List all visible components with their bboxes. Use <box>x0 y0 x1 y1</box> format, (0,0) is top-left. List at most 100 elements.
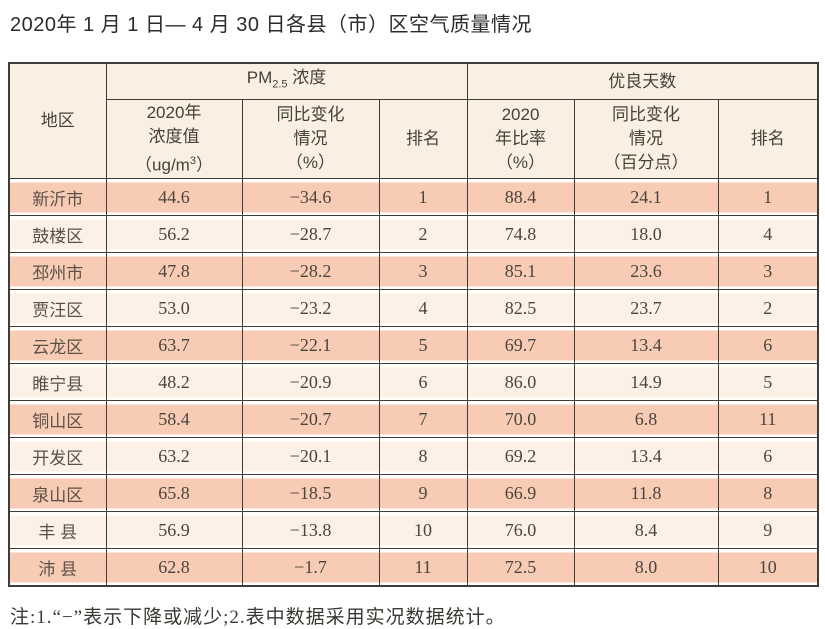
cell-good_rank: 2 <box>717 289 819 327</box>
cell-good_rank: 10 <box>717 548 819 587</box>
cell-pm_change: −28.2 <box>241 252 380 290</box>
cell-pm_rank: 6 <box>378 363 468 401</box>
cell-pm_value: 58.4 <box>105 400 243 438</box>
cell-good_change: 6.8 <box>573 400 719 438</box>
cell-good_rank: 6 <box>717 326 819 364</box>
table-row: 云龙区 63.7 −22.1 5 69.7 13.4 6 <box>8 326 819 364</box>
cell-good_change: 8.0 <box>573 548 719 587</box>
cell-pm_rank: 4 <box>378 289 468 327</box>
cell-region: 开发区 <box>8 437 107 475</box>
cell-region: 邳州市 <box>8 252 107 290</box>
cell-good_ratio: 69.7 <box>466 326 575 364</box>
cell-pm_change: −20.1 <box>241 437 380 475</box>
cell-good_change: 24.1 <box>573 178 719 216</box>
cell-good_rank: 11 <box>717 400 819 438</box>
cell-pm_change: −13.8 <box>241 511 380 549</box>
cell-pm_value: 62.8 <box>105 548 243 587</box>
cell-pm_value: 56.9 <box>105 511 243 549</box>
table-row: 泉山区 65.8 −18.5 9 66.9 11.8 8 <box>8 474 819 512</box>
cell-region: 铜山区 <box>8 400 107 438</box>
cell-pm_value: 63.2 <box>105 437 243 475</box>
table-row: 新沂市 44.6 −34.6 1 88.4 24.1 1 <box>8 178 819 216</box>
cell-good_rank: 9 <box>717 511 819 549</box>
cell-good_ratio: 74.8 <box>466 215 575 253</box>
header-good-ratio: 2020 年比率 （%） <box>466 99 575 179</box>
cell-region: 泉山区 <box>8 474 107 512</box>
cell-good_change: 8.4 <box>573 511 719 549</box>
header-group-row: 地区 PM2.5 浓度 优良天数 <box>8 62 819 179</box>
cell-pm_rank: 1 <box>378 178 468 216</box>
cell-pm_rank: 7 <box>378 400 468 438</box>
cell-region: 睢宁县 <box>8 363 107 401</box>
cell-pm_value: 44.6 <box>105 178 243 216</box>
cell-good_rank: 8 <box>717 474 819 512</box>
cell-good_ratio: 66.9 <box>466 474 575 512</box>
cell-region: 贾汪区 <box>8 289 107 327</box>
cell-pm_change: −18.5 <box>241 474 380 512</box>
header-sub-row: 2020年 浓度值 （ug/m3） 同比变化 情况 （%） 排名 2020 年比… <box>9 99 819 179</box>
cell-good_change: 13.4 <box>573 326 719 364</box>
cell-pm_rank: 2 <box>378 215 468 253</box>
cell-good_change: 14.9 <box>573 363 719 401</box>
page-title: 2020年 1 月 1 日— 4 月 30 日各县（市）区空气质量情况 <box>10 14 533 36</box>
cell-pm_rank: 9 <box>378 474 468 512</box>
cell-pm_rank: 8 <box>378 437 468 475</box>
cubic-superscript: 3 <box>189 154 196 167</box>
cell-good_ratio: 88.4 <box>466 178 575 216</box>
cell-pm_rank: 5 <box>378 326 468 364</box>
table-row: 沛 县 62.8 −1.7 11 72.5 8.0 10 <box>8 548 819 587</box>
cell-pm_value: 53.0 <box>105 289 243 327</box>
table-row: 睢宁县 48.2 −20.9 6 86.0 14.9 5 <box>8 363 819 401</box>
header-good-change: 同比变化 情况 （百分点） <box>573 99 719 179</box>
cell-pm_rank: 10 <box>378 511 468 549</box>
cell-pm_change: −28.7 <box>241 215 380 253</box>
cell-good_rank: 3 <box>717 252 819 290</box>
cell-pm_change: −20.7 <box>241 400 380 438</box>
cell-region: 新沂市 <box>8 178 107 216</box>
cell-pm_change: −23.2 <box>241 289 380 327</box>
cell-good_change: 13.4 <box>573 437 719 475</box>
cell-good_ratio: 85.1 <box>466 252 575 290</box>
cell-pm_value: 47.8 <box>105 252 243 290</box>
cell-pm_rank: 3 <box>378 252 468 290</box>
table-row: 铜山区 58.4 −20.7 7 70.0 6.8 11 <box>8 400 819 438</box>
cell-region: 丰 县 <box>8 511 107 549</box>
cell-region: 鼓楼区 <box>8 215 107 253</box>
cell-pm_value: 65.8 <box>105 474 243 512</box>
cell-good_change: 23.7 <box>573 289 719 327</box>
cell-pm_change: −34.6 <box>241 178 380 216</box>
table-row: 丰 县 56.9 −13.8 10 76.0 8.4 9 <box>8 511 819 549</box>
cell-good_ratio: 82.5 <box>466 289 575 327</box>
cell-good_rank: 4 <box>717 215 819 253</box>
table-row: 开发区 63.2 −20.1 8 69.2 13.4 6 <box>8 437 819 475</box>
header-pm25-group: PM2.5 浓度 <box>105 62 468 100</box>
cell-good_ratio: 70.0 <box>466 400 575 438</box>
cell-good_rank: 5 <box>717 363 819 401</box>
table-body: 新沂市 44.6 −34.6 1 88.4 24.1 1 鼓楼区 56.2 −28.7 2 74.8 1… <box>8 178 819 587</box>
cell-good_rank: 6 <box>717 437 819 475</box>
table-row: 贾汪区 53.0 −23.2 4 82.5 23.7 2 <box>8 289 819 327</box>
header-region: 地区 <box>8 62 107 179</box>
cell-pm_change: −20.9 <box>241 363 380 401</box>
cell-region: 沛 县 <box>8 548 107 587</box>
cell-good_ratio: 86.0 <box>466 363 575 401</box>
cell-pm_value: 63.7 <box>105 326 243 364</box>
header-pm-change: 同比变化 情况 （%） <box>241 99 380 179</box>
cell-pm_value: 56.2 <box>105 215 243 253</box>
cell-good_ratio: 69.2 <box>466 437 575 475</box>
footnote: 注:1.“−”表示下降或减少;2.表中数据采用实况数据统计。 <box>10 607 506 628</box>
cell-good_rank: 1 <box>717 178 819 216</box>
cell-good_change: 18.0 <box>573 215 719 253</box>
cell-pm_change: −1.7 <box>241 548 380 587</box>
header-good-days-group: 优良天数 <box>466 62 819 100</box>
cell-region: 云龙区 <box>8 326 107 364</box>
cell-pm_rank: 11 <box>378 548 468 587</box>
cell-good_ratio: 76.0 <box>466 511 575 549</box>
pm25-subscript: 2.5 <box>272 78 288 91</box>
header-pm-rank: 排名 <box>378 99 468 179</box>
header-good-rank: 排名 <box>717 99 819 179</box>
cell-good_change: 11.8 <box>573 474 719 512</box>
cell-pm_value: 48.2 <box>105 363 243 401</box>
header-pm-value: 2020年 浓度值 （ug/m3） <box>105 99 243 179</box>
